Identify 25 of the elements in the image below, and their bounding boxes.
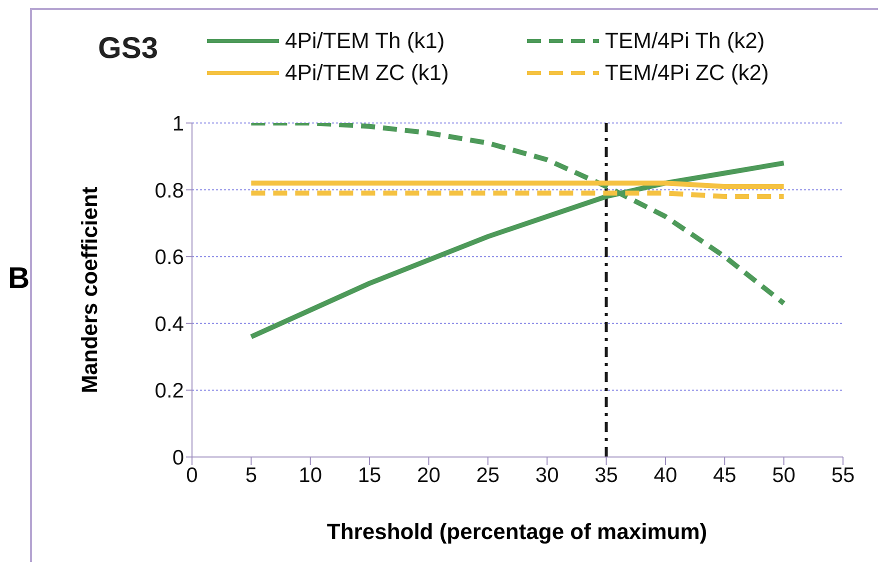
- x-tick-label: 15: [358, 464, 382, 487]
- legend-label: 4Pi/TEM ZC (k1): [285, 60, 449, 86]
- legend-label: 4Pi/TEM Th (k1): [285, 28, 445, 54]
- x-tick-label: 35: [594, 464, 618, 487]
- x-tick-label: 10: [298, 464, 322, 487]
- y-axis-title: Manders coefficient: [77, 186, 103, 394]
- y-tick-label: 0.8: [154, 179, 184, 202]
- x-axis-title: Threshold (percentage of maximum): [326, 519, 708, 545]
- y-tick-label: 0: [172, 446, 184, 470]
- x-tick-label: 5: [245, 464, 258, 487]
- x-tick-label: 25: [476, 464, 500, 487]
- y-tick-label: 1: [172, 112, 184, 136]
- y-tick-label: 0.4: [154, 312, 184, 336]
- y-tick-label: 0.2: [154, 380, 184, 403]
- x-tick-label: 55: [831, 464, 855, 487]
- x-tick-label: 50: [772, 464, 796, 487]
- x-tick-label: 45: [712, 464, 736, 487]
- legend-label: TEM/4Pi Th (k2): [605, 28, 765, 54]
- y-tick-label: 0.6: [154, 246, 184, 270]
- legend-label: TEM/4Pi ZC (k2): [605, 60, 769, 86]
- text: B: [8, 262, 30, 296]
- x-tick-label: 30: [535, 464, 559, 487]
- x-tick-label: 40: [654, 464, 678, 487]
- chart-title: GS3: [98, 32, 158, 66]
- x-tick-label: 20: [417, 464, 440, 487]
